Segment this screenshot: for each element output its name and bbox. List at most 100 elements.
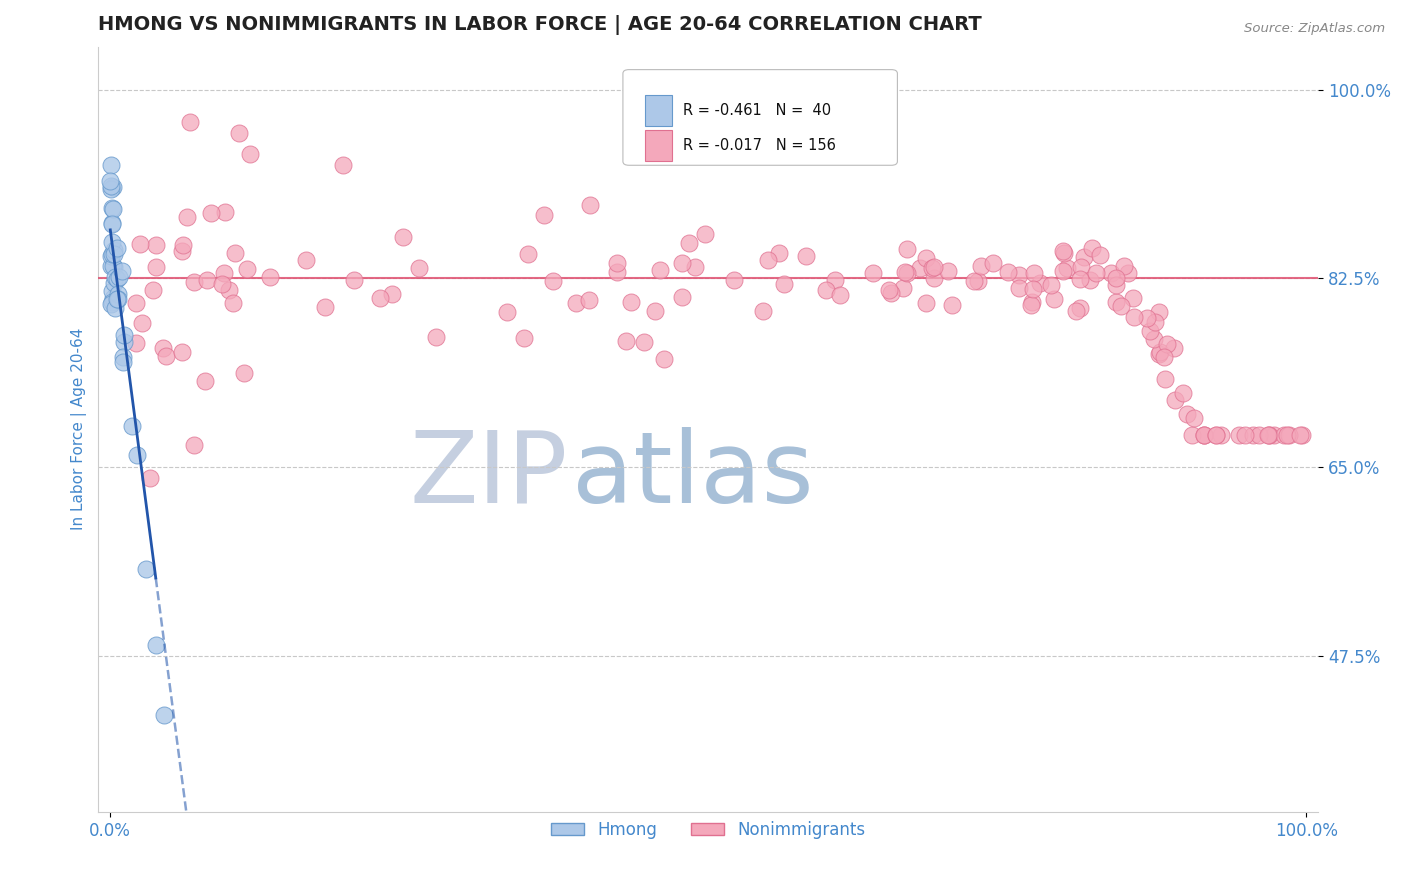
Point xyxy=(101,235,124,249)
Point xyxy=(578,293,600,308)
Point xyxy=(915,251,938,265)
Point xyxy=(104,270,127,285)
Point xyxy=(153,707,176,722)
Point xyxy=(131,316,153,330)
Point xyxy=(135,562,157,576)
Point xyxy=(1040,278,1063,293)
Point xyxy=(1116,266,1139,280)
Point xyxy=(368,292,391,306)
Point xyxy=(194,374,217,388)
Point xyxy=(1205,427,1227,442)
Point xyxy=(1272,427,1295,442)
Point xyxy=(105,241,128,255)
Point xyxy=(1153,350,1175,364)
Point xyxy=(650,263,672,277)
Point xyxy=(145,260,167,274)
Point xyxy=(1122,292,1144,306)
Point xyxy=(101,201,124,215)
Point xyxy=(1070,260,1092,274)
Point xyxy=(1022,282,1045,296)
FancyBboxPatch shape xyxy=(623,70,897,165)
Point xyxy=(1064,303,1087,318)
Point xyxy=(1275,427,1298,442)
Point xyxy=(124,295,146,310)
Point xyxy=(342,273,364,287)
Point xyxy=(1278,427,1301,442)
Point xyxy=(1043,293,1066,307)
Point xyxy=(332,158,354,172)
Point xyxy=(101,259,124,273)
Point xyxy=(100,249,122,263)
Point xyxy=(565,296,588,310)
Point xyxy=(1182,410,1205,425)
Point xyxy=(579,197,602,211)
Point xyxy=(121,418,143,433)
Point xyxy=(794,249,817,263)
Point xyxy=(139,471,162,485)
Point xyxy=(1139,325,1161,339)
Point xyxy=(936,264,959,278)
Point xyxy=(685,260,707,274)
Point xyxy=(1181,427,1204,442)
Point xyxy=(533,208,555,222)
Point xyxy=(614,334,637,348)
Point xyxy=(541,274,564,288)
Point xyxy=(179,115,201,129)
Point xyxy=(915,296,938,310)
Point xyxy=(100,179,122,194)
Point xyxy=(105,271,128,285)
Point xyxy=(218,283,240,297)
Point xyxy=(633,334,655,349)
Point xyxy=(101,295,124,310)
Point xyxy=(236,261,259,276)
Point xyxy=(1021,295,1043,310)
Point xyxy=(100,259,122,273)
Point xyxy=(894,265,917,279)
Point xyxy=(152,342,174,356)
Point xyxy=(1073,251,1095,265)
Point xyxy=(100,158,122,172)
Point xyxy=(1173,386,1195,401)
Text: HMONG VS NONIMMIGRANTS IN LABOR FORCE | AGE 20-64 CORRELATION CHART: HMONG VS NONIMMIGRANTS IN LABOR FORCE | … xyxy=(98,15,983,35)
Point xyxy=(1163,392,1185,407)
Point xyxy=(100,297,122,311)
Point xyxy=(1147,347,1170,361)
Point xyxy=(910,260,932,275)
Point xyxy=(967,274,990,288)
Point xyxy=(200,205,222,219)
Point xyxy=(107,287,129,301)
Point xyxy=(606,256,628,270)
Point xyxy=(752,304,775,318)
Point xyxy=(1008,268,1031,283)
Point xyxy=(381,286,404,301)
Legend: Hmong, Nonimmigrants: Hmong, Nonimmigrants xyxy=(544,814,872,846)
Point xyxy=(1136,311,1159,326)
Point xyxy=(183,276,205,290)
Point xyxy=(815,283,838,297)
Point xyxy=(105,293,128,307)
Point xyxy=(922,270,945,285)
Point xyxy=(1019,298,1042,312)
Point xyxy=(678,235,700,250)
Point xyxy=(877,283,900,297)
Point xyxy=(183,438,205,452)
Point xyxy=(970,259,993,273)
Text: R = -0.017   N = 156: R = -0.017 N = 156 xyxy=(683,138,835,153)
Point xyxy=(125,448,148,462)
Point xyxy=(155,349,177,363)
Point xyxy=(756,253,779,268)
Point xyxy=(896,266,918,280)
Point xyxy=(896,242,918,256)
Point xyxy=(941,298,963,312)
Point xyxy=(1192,427,1215,442)
Point xyxy=(1069,271,1091,285)
Point xyxy=(1088,247,1111,261)
Point xyxy=(1233,427,1256,442)
Point xyxy=(652,352,675,367)
FancyBboxPatch shape xyxy=(645,95,672,126)
Point xyxy=(922,260,945,274)
Point xyxy=(1247,427,1270,442)
Point xyxy=(671,255,693,269)
Point xyxy=(1056,261,1078,276)
Y-axis label: In Labor Force | Age 20-64: In Labor Force | Age 20-64 xyxy=(72,328,87,531)
